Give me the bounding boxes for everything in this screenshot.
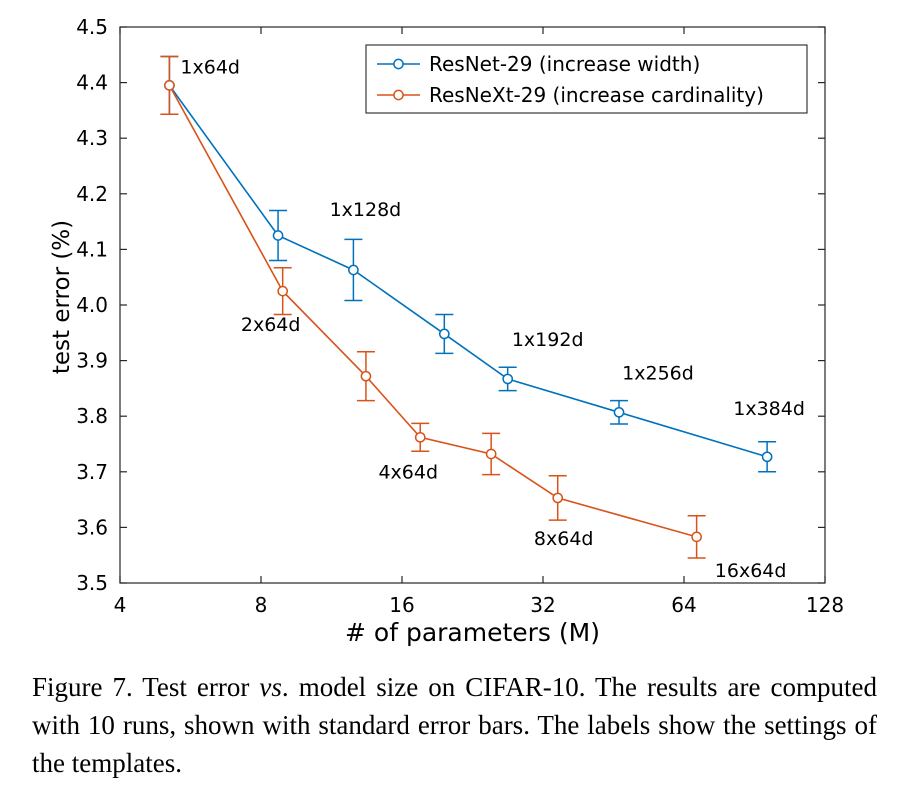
point-label: 1x128d (330, 199, 402, 221)
point-label: 2x64d (241, 314, 301, 336)
point-label: 1x256d (622, 362, 694, 384)
x-tick-label: 16 (389, 593, 414, 617)
y-tick-label: 4.2 (76, 182, 108, 206)
y-tick-label: 3.8 (76, 404, 108, 428)
data-point (485, 448, 497, 460)
legend-entry: ResNeXt-29 (increase cardinality) (429, 83, 764, 107)
y-tick-label: 4.0 (76, 293, 108, 317)
y-tick-label: 3.5 (76, 571, 108, 595)
point-label: 1x384d (733, 398, 805, 420)
caption-lead: Figure 7. Test error (32, 672, 260, 702)
data-point (438, 328, 450, 340)
data-point (272, 230, 284, 241)
legend-entry: ResNet-29 (increase width) (429, 52, 700, 76)
series-layer: 1x64d 1x128d 1x192d 1x256d 1x384d 2x64d 4x64d 8… (160, 55, 805, 582)
x-tick-label: 64 (671, 593, 696, 617)
data-point (164, 80, 175, 91)
series-line (168, 84, 768, 458)
y-tick-label: 4.3 (76, 126, 108, 150)
point-label: 1x64d (180, 56, 240, 78)
y-tick-label: 3.9 (76, 349, 108, 373)
x-axis-label: # of parameters (M) (345, 618, 600, 647)
legend: ResNet-29 (increase width) ResNeXt-29 (in… (365, 44, 808, 114)
x-tick-label: 128 (806, 593, 844, 617)
data-point (552, 492, 564, 504)
point-label: 16x64d (715, 560, 787, 582)
caption-rest: . model size on CIFAR-10. The results ar… (32, 672, 878, 778)
y-tick-label: 4.4 (76, 71, 108, 95)
x-tick-label: 32 (530, 593, 555, 617)
series-1: 2x64d 4x64d 8x64d 16x64d (160, 55, 787, 582)
data-point (348, 264, 359, 276)
y-tick-label: 3.7 (76, 460, 108, 484)
y-tick-label: 3.6 (76, 515, 108, 539)
data-point (761, 451, 773, 463)
x-tick-label: 4 (114, 593, 127, 617)
point-label: 8x64d (534, 528, 594, 550)
data-point (277, 285, 289, 297)
series-0: 1x64d 1x128d 1x192d 1x256d 1x384d (160, 55, 805, 473)
legend-swatch-marker (393, 58, 404, 70)
point-label: 1x192d (512, 329, 584, 351)
axes: 3.5 3.6 3.7 3.8 3.9 4.0 4.1 4.2 4.3 4.4 4.5 4 8 16 32 6… (49, 15, 844, 647)
point-label: 4x64d (378, 461, 438, 483)
y-tick-label: 4.1 (76, 237, 108, 261)
y-tick-label: 4.5 (76, 15, 108, 39)
legend-swatch-marker (393, 89, 404, 101)
data-point (360, 370, 372, 382)
caption-vs: vs (259, 672, 282, 702)
figure-caption: Figure 7. Test error vs. model size on C… (32, 668, 877, 782)
y-axis-label: test error (%) (49, 220, 75, 374)
data-point (613, 406, 625, 418)
data-point (502, 373, 514, 385)
x-tick-label: 8 (255, 593, 268, 617)
data-point (691, 531, 702, 543)
data-point (414, 431, 426, 443)
legend-box (365, 44, 808, 114)
chart: 3.5 3.6 3.7 3.8 3.9 4.0 4.1 4.2 4.3 4.4 4.5 4 8 16 32 6… (49, 15, 844, 647)
